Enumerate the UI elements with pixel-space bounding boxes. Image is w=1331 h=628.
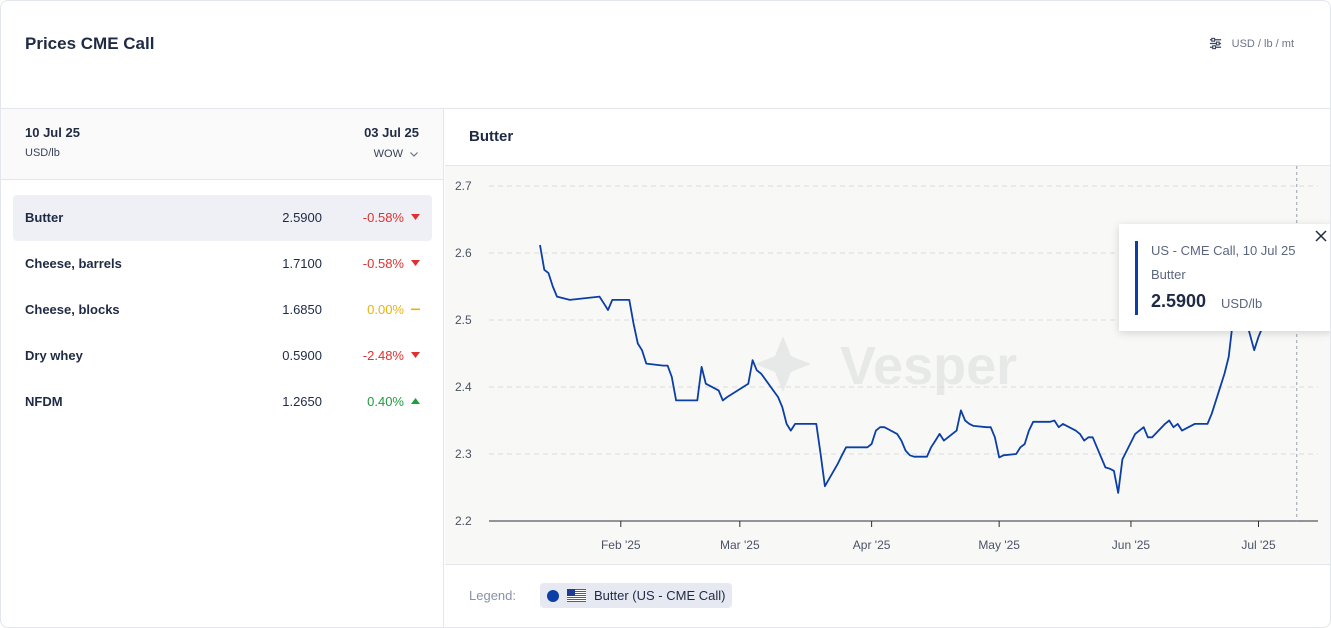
y-tick-label: 2.6 [455, 246, 472, 260]
line-chart[interactable]: Vesper 2.7 2.6 2.5 2.4 2.3 2.2 Feb '25 Mar '25… [445, 166, 1331, 566]
x-tick-label: Mar '25 [720, 538, 760, 552]
chart-panel: Butter Vesper 2.7 2.6 2.5 2.4 2.3 2.2 Feb '25… [445, 109, 1331, 627]
item-change: 0.40% [367, 394, 404, 409]
units-label: USD / lb / mt [1231, 37, 1294, 50]
item-name: Butter [25, 210, 64, 225]
item-value: 1.7100 [282, 256, 322, 271]
card-header: Prices CME Call USD / lb / mt [1, 1, 1330, 109]
legend-item-label: Butter (US - CME Call) [594, 588, 726, 603]
sliders-icon [1209, 37, 1221, 50]
chevron-down-icon [410, 152, 418, 157]
compare-mode-label: WOW [373, 148, 403, 160]
page-title: Prices CME Call [25, 34, 155, 53]
compare-mode-dropdown[interactable]: WOW [374, 148, 419, 160]
list-item-butter[interactable]: Butter 2.5900 -0.58% [13, 195, 432, 241]
item-name: Dry whey [25, 348, 83, 363]
item-value: 1.6850 [282, 302, 322, 317]
current-unit: USD/lb [25, 147, 60, 159]
x-tick-label: Jul '25 [1241, 538, 1276, 552]
chart-tooltip: US - CME Call, 10 Jul 25 Butter 2.5900 U… [1119, 224, 1330, 331]
list-item-dry-whey[interactable]: Dry whey 0.5900 -2.48% [13, 333, 432, 379]
item-change: -0.58% [362, 210, 404, 225]
legend-label: Legend: [469, 588, 516, 603]
tooltip-series-marker [1135, 241, 1138, 315]
item-value: 2.5900 [282, 210, 322, 225]
tooltip-name: Butter [1151, 267, 1186, 282]
x-tick-label: May '25 [978, 538, 1020, 552]
y-tick-label: 2.4 [455, 380, 472, 394]
item-change: -2.48% [362, 348, 404, 363]
x-tick-label: Feb '25 [601, 538, 641, 552]
item-name: Cheese, barrels [25, 256, 122, 271]
legend-item-butter[interactable]: Butter (US - CME Call) [540, 583, 733, 608]
tooltip-unit: USD/lb [1221, 296, 1263, 311]
chart-area[interactable]: Vesper 2.7 2.6 2.5 2.4 2.3 2.2 Feb '25 Mar '25… [445, 165, 1331, 566]
price-list-header: 10 Jul 25 USD/lb 03 Jul 25 WOW [1, 109, 443, 180]
series-line-butter[interactable] [539, 244, 1298, 494]
chart-title: Butter [469, 128, 514, 145]
item-name: Cheese, blocks [25, 302, 120, 317]
triangle-down-icon [411, 352, 420, 358]
item-value: 0.5900 [282, 348, 322, 363]
item-value: 1.2650 [282, 394, 322, 409]
close-icon[interactable] [1314, 229, 1328, 243]
current-date: 10 Jul 25 [25, 125, 80, 140]
list-item-nfdm[interactable]: NFDM 1.2650 0.40% [13, 379, 432, 425]
triangle-down-icon [411, 260, 420, 266]
list-item-cheese-blocks[interactable]: Cheese, blocks 1.6850 0.00% [13, 287, 432, 333]
us-flag-icon [567, 589, 586, 602]
y-tick-label: 2.2 [455, 514, 472, 528]
legend-color-dot [547, 589, 559, 602]
dash-icon [411, 308, 420, 311]
price-list-panel: 10 Jul 25 USD/lb 03 Jul 25 WOW Butter 2.… [1, 109, 444, 627]
item-change: -0.58% [362, 256, 404, 271]
vesper-watermark: Vesper [755, 336, 1017, 396]
list-item-cheese-barrels[interactable]: Cheese, barrels 1.7100 -0.58% [13, 241, 432, 287]
tooltip-series: US - CME Call, 10 Jul 25 [1151, 243, 1296, 258]
x-tick-label: Apr '25 [853, 538, 891, 552]
y-tick-label: 2.5 [455, 313, 472, 327]
x-tick-label: Jun '25 [1112, 538, 1151, 552]
item-name: NFDM [25, 394, 63, 409]
price-list: Butter 2.5900 -0.58% Cheese, barrels 1.7… [13, 195, 432, 425]
units-selector[interactable]: USD / lb / mt [1209, 37, 1294, 50]
triangle-down-icon [411, 214, 420, 220]
watermark-text: Vesper [840, 336, 1017, 396]
tooltip-value: 2.5900 [1151, 291, 1207, 311]
chart-legend: Legend: Butter (US - CME Call) [469, 583, 733, 608]
y-tick-label: 2.7 [455, 179, 472, 193]
triangle-up-icon [411, 398, 420, 404]
y-tick-label: 2.3 [455, 447, 472, 461]
item-change: 0.00% [367, 302, 404, 317]
compare-date: 03 Jul 25 [364, 125, 419, 140]
